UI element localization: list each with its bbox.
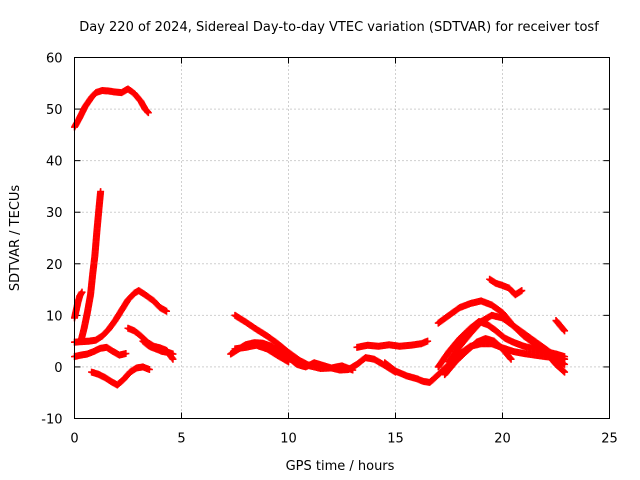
data-point [506, 354, 514, 362]
series-arc-19 [531, 342, 569, 376]
series-arc-7 [139, 337, 177, 358]
y-tick-label: 20 [46, 258, 63, 273]
plot-frame [74, 57, 610, 419]
data-point [560, 326, 568, 334]
series-arc-15 [441, 335, 515, 379]
x-axis-tick-labels: 0 5 10 15 20 25 [70, 432, 617, 447]
data-point [145, 366, 153, 374]
y-tick-label: 40 [46, 155, 63, 170]
x-tick-label: 25 [601, 432, 618, 447]
y-axis-tick-labels: -10 0 10 20 30 40 50 60 [41, 52, 62, 428]
data-point [97, 188, 105, 196]
y-tick-label: -10 [41, 413, 62, 428]
series-arc-12 [353, 337, 432, 351]
data-point [144, 108, 152, 116]
series-arc-5 [71, 343, 130, 361]
data-point [285, 358, 292, 366]
series-arc-1 [71, 85, 152, 131]
x-tick-label: 15 [387, 432, 404, 447]
x-tick-label: 20 [494, 432, 511, 447]
series-arc-8 [88, 363, 153, 389]
data-point [163, 307, 171, 315]
data-point [78, 288, 86, 296]
data-point [122, 350, 130, 358]
x-tick-label: 0 [70, 432, 78, 447]
data-point [169, 350, 177, 358]
x-tick-label: 5 [177, 432, 185, 447]
series-arc-4 [71, 287, 171, 346]
data-series [71, 85, 569, 389]
y-tick-label: 30 [46, 206, 63, 221]
data-point [560, 367, 568, 375]
y-tick-label: 50 [46, 103, 63, 118]
chart-title: Day 220 of 2024, Sidereal Day-to-day VTE… [79, 20, 599, 35]
data-point [561, 327, 569, 335]
data-point [561, 360, 569, 368]
x-axis-label: GPS time / hours [286, 459, 395, 474]
series-arc-20 [552, 317, 569, 335]
data-point [424, 337, 432, 345]
data-point [144, 109, 152, 117]
y-tick-label: 60 [46, 52, 63, 67]
y-tick-label: 0 [54, 361, 62, 376]
series-arc-3 [71, 288, 86, 322]
data-point [561, 368, 569, 376]
series-arc-18 [486, 275, 526, 299]
x-tick-label: 10 [280, 432, 297, 447]
data-point [507, 355, 515, 363]
y-axis-label: SDTVAR / TECUs [8, 185, 23, 292]
series-arc-11 [231, 341, 292, 366]
y-tick-label: 10 [46, 309, 63, 324]
series-arc-2 [77, 188, 105, 345]
data-point [518, 287, 526, 295]
